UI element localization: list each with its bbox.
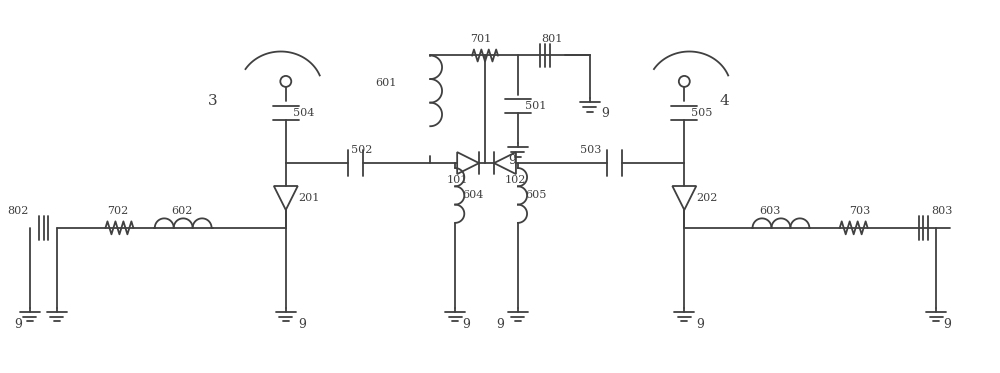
Text: 4: 4 <box>719 94 729 108</box>
Text: 503: 503 <box>580 145 601 155</box>
Text: 602: 602 <box>171 206 193 216</box>
Text: 802: 802 <box>7 206 28 216</box>
Text: 504: 504 <box>293 108 314 118</box>
Text: 505: 505 <box>691 108 713 118</box>
Text: 702: 702 <box>107 206 129 216</box>
Text: 603: 603 <box>759 206 780 216</box>
Text: 701: 701 <box>470 34 491 44</box>
Text: 201: 201 <box>298 193 319 203</box>
Text: 9: 9 <box>462 318 470 331</box>
Text: 9: 9 <box>943 318 951 331</box>
Text: 803: 803 <box>931 206 953 216</box>
Text: 101: 101 <box>446 175 468 185</box>
Text: 605: 605 <box>525 191 546 200</box>
Text: 202: 202 <box>696 193 718 203</box>
Text: 501: 501 <box>525 101 546 111</box>
Text: 9: 9 <box>602 107 609 120</box>
Text: 102: 102 <box>505 175 526 185</box>
Text: 801: 801 <box>541 34 562 44</box>
Text: 601: 601 <box>375 78 397 88</box>
Text: 502: 502 <box>351 145 372 155</box>
Text: 9: 9 <box>14 318 22 331</box>
Text: 604: 604 <box>462 191 484 200</box>
Text: 9: 9 <box>508 154 516 167</box>
Text: 3: 3 <box>208 94 218 108</box>
Text: 703: 703 <box>849 206 870 216</box>
Text: 9: 9 <box>298 318 306 331</box>
Text: 9: 9 <box>696 318 704 331</box>
Text: 9: 9 <box>496 318 504 331</box>
